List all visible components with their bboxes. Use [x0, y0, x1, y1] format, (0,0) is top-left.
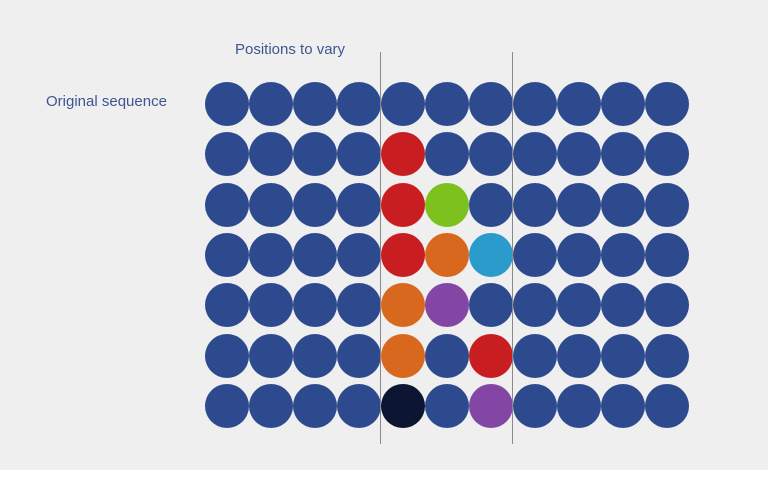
sequence-dot [293, 183, 337, 227]
sequence-dot [469, 183, 513, 227]
sequence-dot [513, 233, 557, 277]
sequence-dot [645, 183, 689, 227]
sequence-dot [425, 384, 469, 428]
sequence-dot [469, 283, 513, 327]
sequence-dot [381, 82, 425, 126]
sequence-dot [645, 283, 689, 327]
sequence-dot-purple [469, 384, 513, 428]
sequence-dot [293, 132, 337, 176]
sequence-dot [645, 132, 689, 176]
sequence-dot-orange [381, 334, 425, 378]
sequence-dot [249, 132, 293, 176]
sequence-dot [337, 334, 381, 378]
sequence-dot-black [381, 384, 425, 428]
sequence-dot-red [381, 183, 425, 227]
sequence-dot-blue [469, 233, 513, 277]
sequence-dot [337, 384, 381, 428]
sequence-dot [337, 233, 381, 277]
sequence-dot [249, 82, 293, 126]
sequence-dot [293, 82, 337, 126]
sequence-dot [601, 283, 645, 327]
sequence-dot [557, 233, 601, 277]
sequence-dot [557, 384, 601, 428]
sequence-dot [249, 233, 293, 277]
sequence-dot [645, 334, 689, 378]
sequence-dot [469, 82, 513, 126]
sequence-dot [513, 183, 557, 227]
sequence-dot [293, 283, 337, 327]
sequence-dot [293, 334, 337, 378]
sequence-dot [425, 82, 469, 126]
original-sequence-label: Original sequence [46, 93, 167, 110]
sequence-dot [205, 183, 249, 227]
vary-region-left-divider [380, 52, 381, 444]
sequence-dot [337, 183, 381, 227]
sequence-dot [249, 283, 293, 327]
sequence-dot [249, 384, 293, 428]
sequence-dot [557, 132, 601, 176]
sequence-dot-red [381, 233, 425, 277]
sequence-dot [337, 132, 381, 176]
sequence-dot [205, 283, 249, 327]
sequence-dot [205, 233, 249, 277]
sequence-dot [557, 82, 601, 126]
vary-region-right-divider [512, 52, 513, 444]
sequence-dot [205, 334, 249, 378]
sequence-dot [601, 183, 645, 227]
sequence-dot-red [381, 132, 425, 176]
sequence-dot [425, 334, 469, 378]
sequence-dot [205, 384, 249, 428]
sequence-dot [557, 334, 601, 378]
sequence-dot [645, 384, 689, 428]
sequence-dot [249, 334, 293, 378]
sequence-dot [601, 384, 645, 428]
sequence-dot [337, 82, 381, 126]
sequence-dot-orange [425, 233, 469, 277]
sequence-dot [557, 183, 601, 227]
sequence-dot [205, 82, 249, 126]
sequence-dot [601, 132, 645, 176]
sequence-dot [469, 132, 513, 176]
sequence-dot [249, 183, 293, 227]
sequence-dot [513, 334, 557, 378]
sequence-dot [513, 132, 557, 176]
sequence-dot [645, 233, 689, 277]
sequence-dot [557, 283, 601, 327]
sequence-dot [513, 82, 557, 126]
sequence-dot [293, 233, 337, 277]
sequence-dot [601, 334, 645, 378]
sequence-dot [513, 384, 557, 428]
sequence-dot [645, 82, 689, 126]
positions-to-vary-label: Positions to vary [235, 41, 346, 58]
sequence-dot [337, 283, 381, 327]
sequence-dot [205, 132, 249, 176]
sequence-dot-purple [425, 283, 469, 327]
sequence-dot-red [469, 334, 513, 378]
sequence-dot [513, 283, 557, 327]
sequence-dot-green [425, 183, 469, 227]
sequence-dot [601, 233, 645, 277]
sequence-dot-orange [381, 283, 425, 327]
sequence-dot [601, 82, 645, 126]
sequence-dot [293, 384, 337, 428]
sequence-dot [425, 132, 469, 176]
